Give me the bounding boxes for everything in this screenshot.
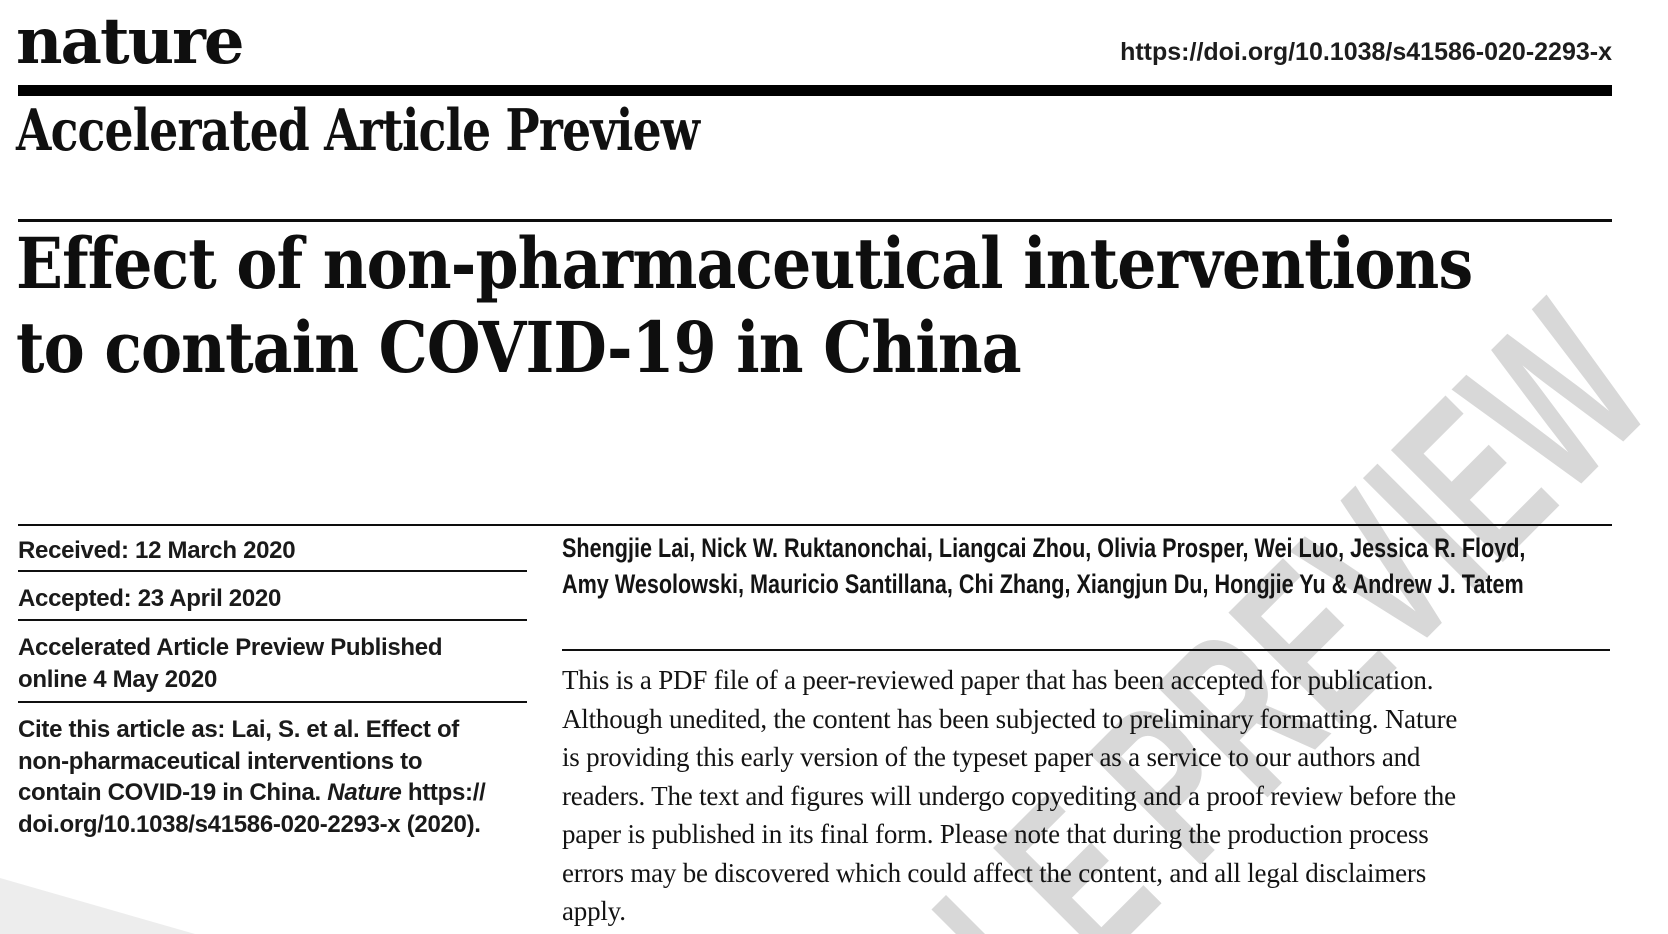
citation-journal-name: Nature — [327, 779, 402, 806]
citation-block: Cite this article as: Lai, S. et al. Eff… — [18, 714, 523, 840]
accepted-date: Accepted: 23 April 2020 — [18, 585, 281, 612]
metadata-rule — [18, 570, 527, 572]
title-top-rule — [18, 219, 1612, 222]
header-divider-bar — [18, 85, 1612, 96]
metadata-rule — [18, 619, 527, 621]
received-date: Received: 12 March 2020 — [18, 537, 296, 564]
notice-top-rule — [562, 649, 1610, 651]
metadata-rule — [18, 701, 527, 703]
citation-text-prefix: Cite this article as: Lai, S. et al. Eff… — [18, 716, 459, 806]
article-title: Effect of non-pharmaceutical interventio… — [16, 222, 1473, 389]
citation-text-suffix: https:// doi.org/10.1038/s41586-020-2293… — [18, 779, 486, 838]
doi-link[interactable]: https://doi.org/10.1038/s41586-020-2293-… — [1120, 38, 1612, 66]
metadata-top-rule — [18, 524, 1612, 526]
preview-notice-paragraph: This is a PDF file of a peer-reviewed pa… — [562, 665, 1458, 926]
section-heading: Accelerated Article Preview — [16, 97, 700, 164]
published-date: Accelerated Article Preview Published on… — [18, 634, 443, 693]
nature-logo: nature — [16, 4, 245, 79]
author-list: Shengjie Lai, Nick W. Ruktanonchai, Lian… — [562, 533, 1526, 599]
